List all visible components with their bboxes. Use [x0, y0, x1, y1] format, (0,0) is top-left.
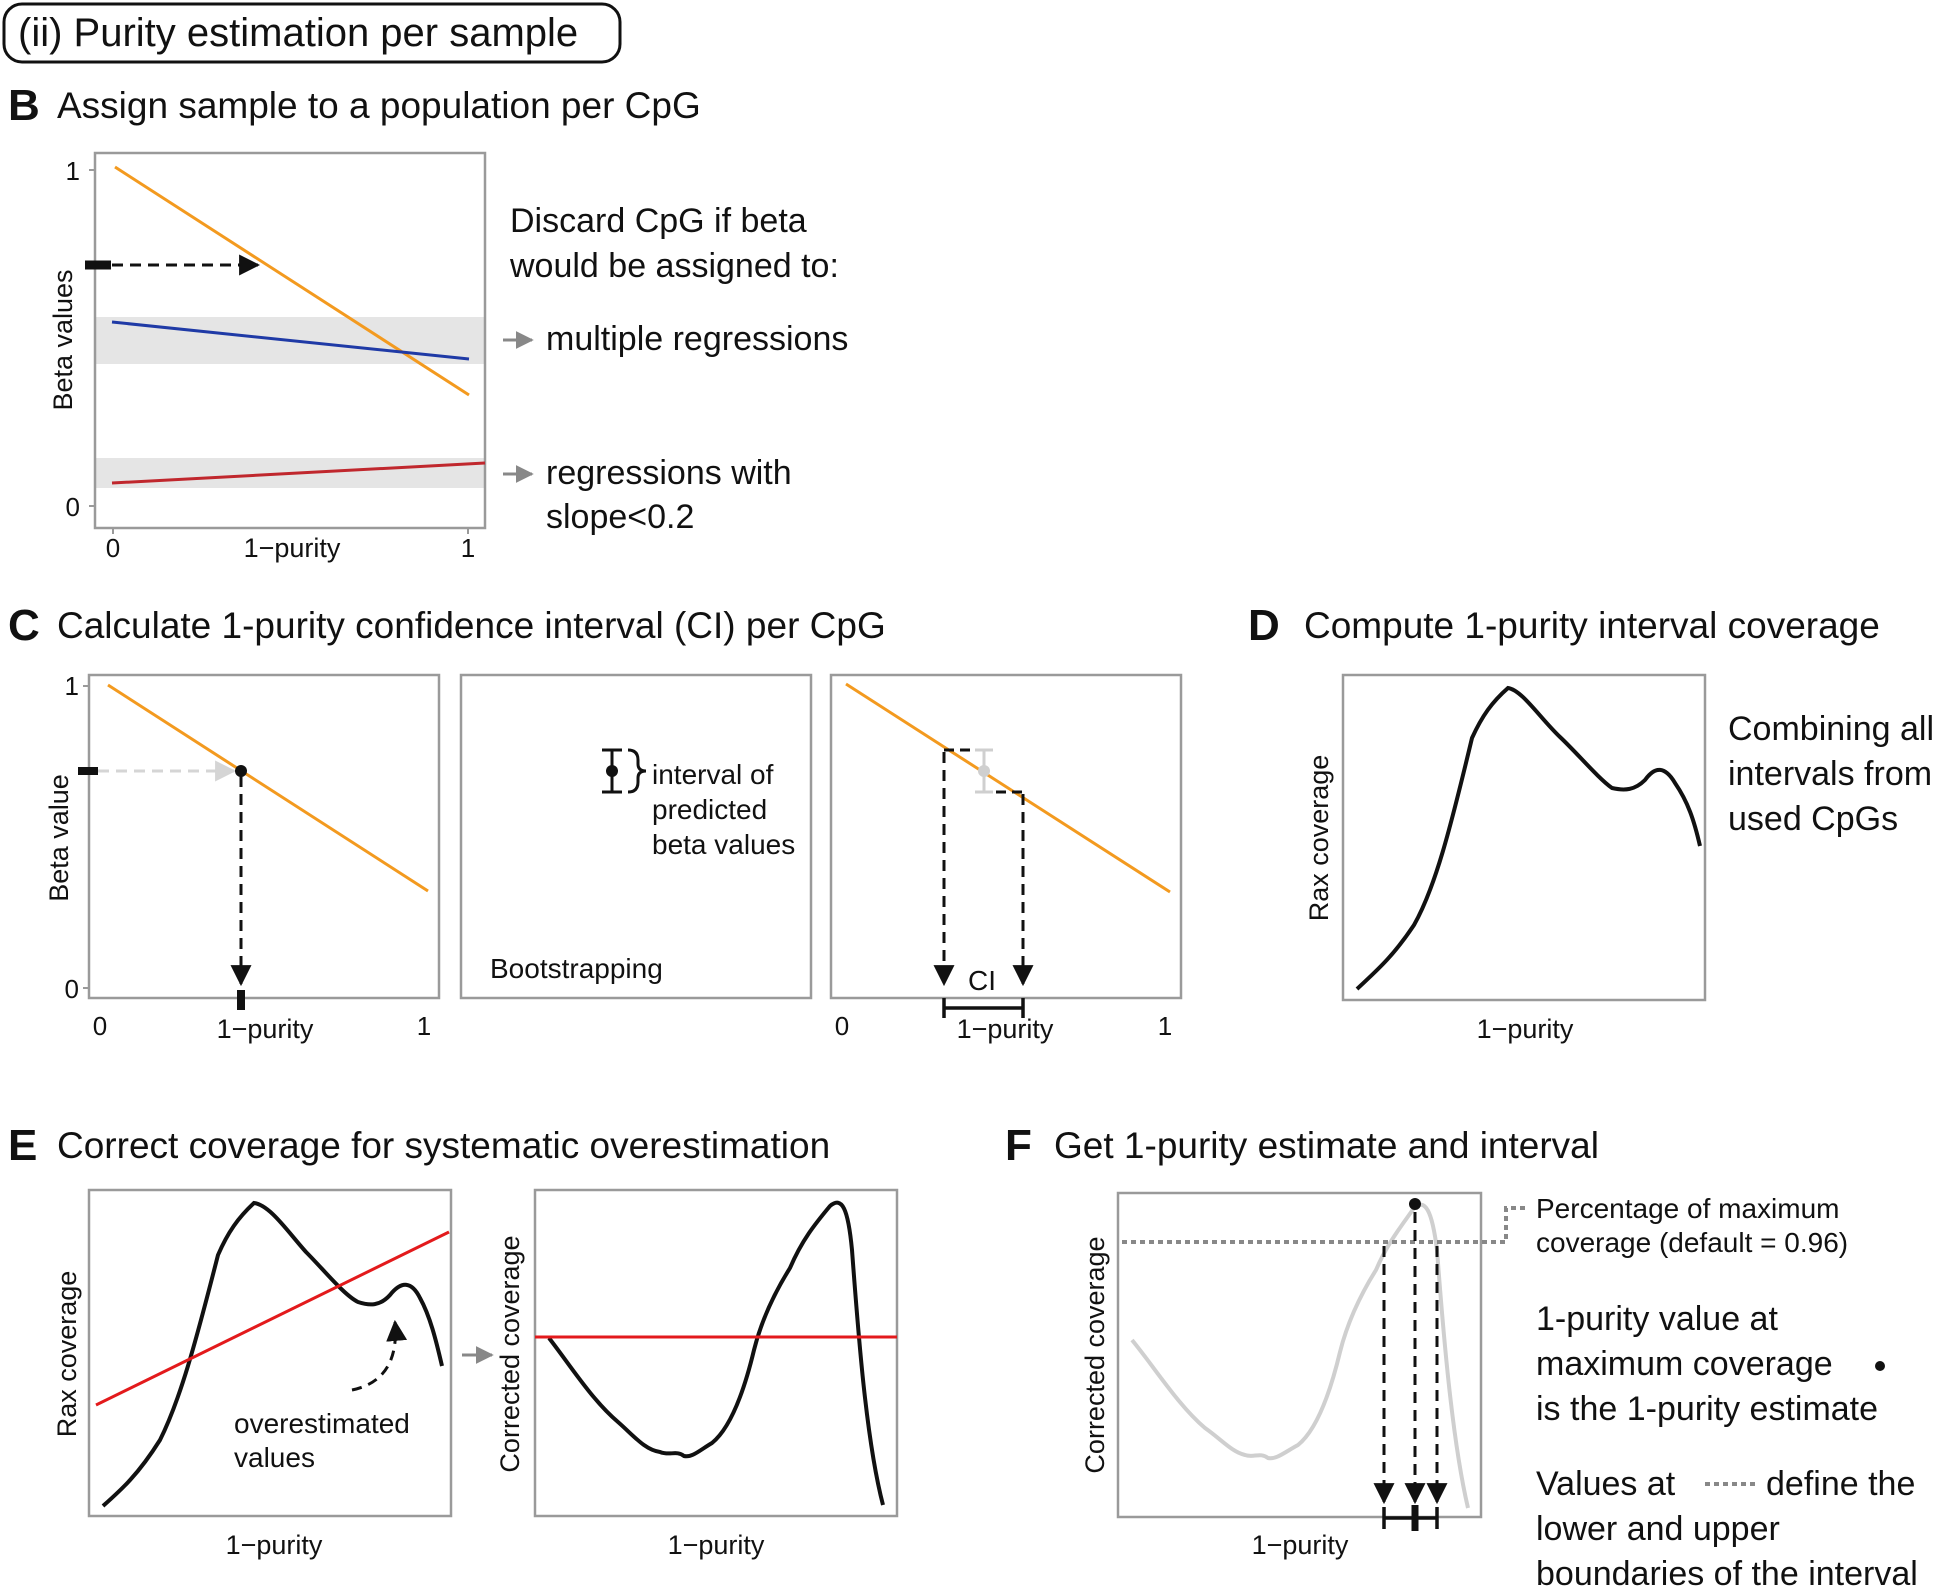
panel-f-plot: 1−purity Corrected coverage [1080, 1191, 1528, 1560]
panel-b-heading: Assign sample to a population per CpG [57, 85, 701, 126]
title-box [2, 2, 622, 64]
panel-c-interval-line2: predicted [652, 794, 767, 825]
panel-c-right-plot: CI 0 1 1−purity [829, 673, 1183, 1044]
panel-b-blue-regression [111, 320, 470, 361]
panel-b-reason2-line1: regressions with [546, 454, 792, 492]
panel-d-y-axis-label: Rax coverage [1304, 755, 1334, 922]
panel-b-ytick-label-0: 0 [66, 492, 80, 522]
panel-c-right-grey-errorbar [975, 748, 993, 794]
panel-c-left-xtick-label-0: 0 [93, 1011, 107, 1041]
panel-d-x-axis-label: 1−purity [1477, 1014, 1574, 1044]
panel-c-interval-line3: beta values [652, 829, 795, 860]
panel-f-letter: F [1005, 1121, 1032, 1170]
panel-e-left-frame [87, 1188, 453, 1518]
panel-c-letter: C [8, 601, 40, 650]
panel-c-interval-line1: interval of [652, 759, 774, 790]
panel-e-left-red-regression [95, 1230, 450, 1407]
panel-d-note-line3: used CpGs [1728, 800, 1898, 838]
panel-f-pct-line1: Percentage of maximum [1536, 1193, 1839, 1224]
panel-b-red-regression [111, 461, 486, 485]
panel-c-bootstrapping-label: Bootstrapping [490, 953, 663, 984]
panel-c-left-xtick-label-1: 1 [417, 1011, 431, 1041]
panel-e-right-frame [533, 1188, 899, 1518]
panel-c-left-x-axis-label: 1−purity [217, 1014, 314, 1044]
panel-f-val-line1b: define the [1766, 1465, 1915, 1503]
panel-c-right-xtick-label-0: 0 [835, 1011, 849, 1041]
panel-f-est-line2: maximum coverage [1536, 1345, 1833, 1383]
panel-f-bullet-icon [1875, 1361, 1885, 1371]
panel-f-est-line3: is the 1-purity estimate [1536, 1390, 1878, 1428]
panel-c-left-point [235, 765, 247, 777]
panel-e-heading: Correct coverage for systematic overesti… [57, 1125, 830, 1166]
panel-e-overest-line2: values [234, 1442, 315, 1473]
panel-d-frame [1341, 673, 1707, 1002]
title-box-text: (ii) Purity estimation per sample [18, 11, 578, 55]
panel-c-heading: Calculate 1-purity confidence interval (… [57, 605, 886, 646]
panel-e-overest-arrow [351, 1319, 408, 1392]
panel-c-left-orange-regression [107, 683, 429, 893]
panel-b-x-axis-label: 1−purity [244, 533, 341, 563]
panel-d-plot: 1−purity Rax coverage [1304, 673, 1707, 1044]
panel-c-left-y-axis-label: Beta value [44, 774, 74, 902]
panel-c-brace-icon [627, 748, 647, 794]
panel-c-right-frame [829, 673, 1183, 1000]
panel-c-errorbar-icon [602, 748, 622, 794]
panel-c-ci-bracket [942, 998, 1025, 1018]
panel-f-threshold-connector [1500, 1206, 1528, 1244]
panel-f-frame [1116, 1191, 1483, 1519]
panel-d-note-line1: Combining all [1728, 710, 1934, 748]
panel-b-plot: 1 0 0 1 1−purity Beta values [48, 151, 487, 563]
panel-d-coverage-curve [1355, 685, 1702, 991]
panel-d-note-line2: intervals from [1728, 755, 1932, 793]
panel-e-overest-line1: overestimated [234, 1408, 410, 1439]
panel-c-ci-label: CI [968, 965, 996, 996]
panel-e-right-y-axis-label: Corrected coverage [495, 1235, 525, 1472]
panel-b-reason2-line2: slope<0.2 [546, 498, 694, 536]
panel-f-est-line1: 1-purity value at [1536, 1300, 1778, 1338]
panel-c-left-frame [87, 673, 441, 1000]
panel-e-left-y-axis-label: Rax coverage [52, 1271, 82, 1438]
panel-c-left-plot: 1 0 0 1 1−purity Beta value [44, 671, 441, 1044]
panel-f-max-point [1409, 1198, 1421, 1210]
panel-c-left-ytick-label-0: 0 [65, 974, 79, 1004]
panel-f-val-line1: Values at [1536, 1465, 1676, 1503]
panel-c-right-orange-regression [845, 682, 1171, 894]
panel-b-orange-regression [114, 165, 470, 397]
panel-d-heading: Compute 1-purity interval coverage [1304, 605, 1880, 646]
panel-f-interval-bracket [1382, 1505, 1439, 1531]
panel-b-ytick-label-1: 1 [66, 156, 80, 186]
panel-e-right-corrected-curve [547, 1200, 885, 1506]
panel-e-left-plot: overestimated values 1−purity Rax covera… [52, 1188, 453, 1560]
panel-e-letter: E [8, 1121, 37, 1170]
panel-c-right-x-axis-label: 1−purity [957, 1014, 1054, 1044]
panel-e-right-x-axis-label: 1−purity [668, 1530, 765, 1560]
panel-f-x-axis-label: 1−purity [1252, 1530, 1349, 1560]
panel-f-val-line2: lower and upper [1536, 1510, 1780, 1548]
panel-f-corrected-curve [1130, 1202, 1470, 1509]
panel-e-left-x-axis-label: 1−purity [226, 1530, 323, 1560]
panel-e-left-coverage-curve [101, 1200, 444, 1508]
panel-c-left-ytick-label-1: 1 [65, 671, 79, 701]
panel-b-y-axis-label: Beta values [48, 269, 78, 410]
panel-c-right-xtick-label-1: 1 [1158, 1011, 1172, 1041]
panel-b-reason1: multiple regressions [546, 320, 848, 358]
panel-b-frame [93, 151, 487, 530]
panel-b-discard-line2: would be assigned to: [509, 247, 839, 285]
panel-b-xtick-label-0: 0 [106, 533, 120, 563]
panel-f-pct-line2: coverage (default = 0.96) [1536, 1227, 1848, 1258]
panel-b-xtick-label-1: 1 [461, 533, 475, 563]
panel-f-heading: Get 1-purity estimate and interval [1054, 1125, 1599, 1166]
panel-f-val-line3: boundaries of the interval [1536, 1555, 1918, 1593]
panel-b-discard-line1: Discard CpG if beta [510, 202, 807, 240]
panel-d-letter: D [1248, 601, 1280, 650]
panel-c-middle-frame [459, 673, 813, 1000]
panel-f-y-axis-label: Corrected coverage [1080, 1236, 1110, 1473]
panel-c-middle-plot: interval of predicted beta values Bootst… [459, 673, 813, 1000]
panel-e-right-plot: 1−purity Corrected coverage [495, 1188, 899, 1560]
panel-b-letter: B [8, 81, 40, 130]
